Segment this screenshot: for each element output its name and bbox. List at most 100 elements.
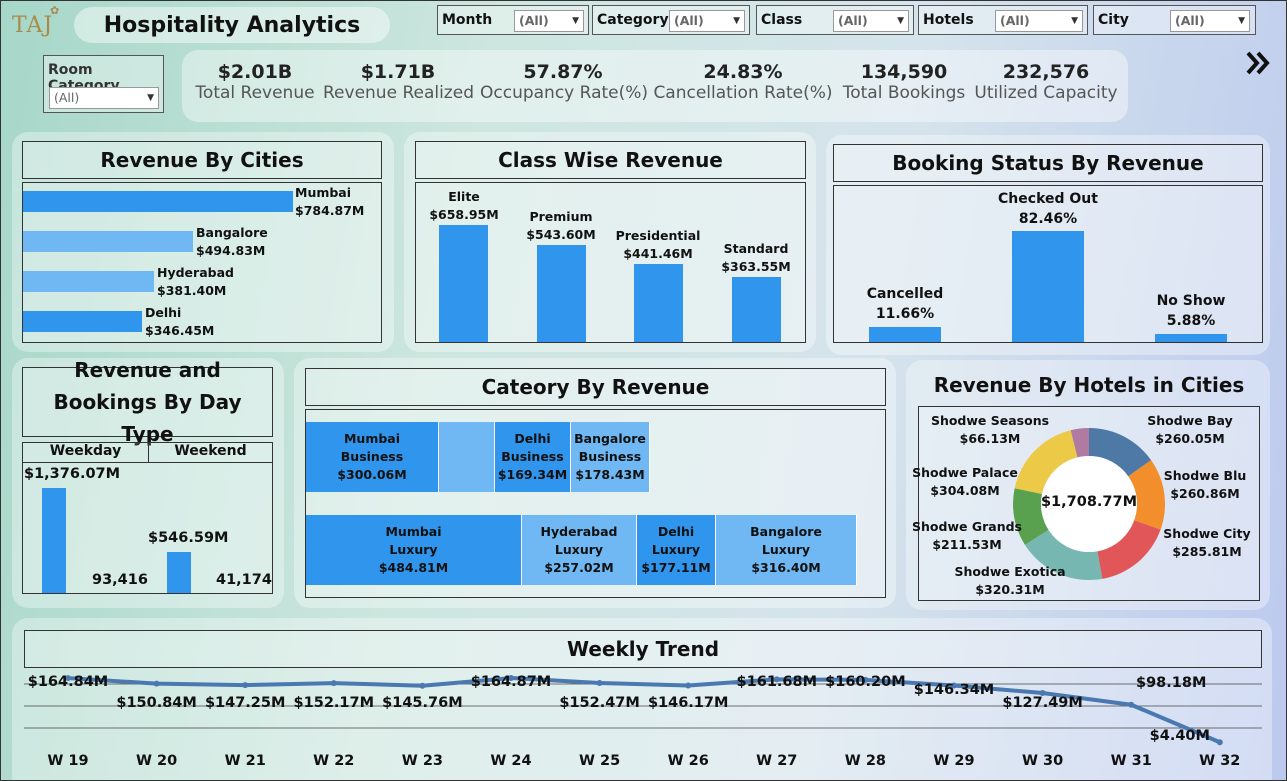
trend-value-label: $145.76M xyxy=(382,695,463,711)
page-title: Hospitality Analytics xyxy=(103,12,361,38)
trend-value-label: $152.17M xyxy=(293,695,375,711)
day-bar-weekend xyxy=(167,552,191,593)
hotel-label-grands: Shodwe Grands $211.53M xyxy=(912,519,1022,552)
trend-point xyxy=(242,682,249,689)
booking-status-title: Booking Status By Revenue xyxy=(833,144,1263,182)
trend-value-label: $147.25M xyxy=(204,695,286,711)
donut-slice-shodwe-exotica xyxy=(1024,529,1103,580)
filter-month-dropdown[interactable]: (All) ▼ xyxy=(514,10,584,32)
hotel-label-seasons: Shodwe Seasons $66.13M xyxy=(930,413,1050,446)
class-label-premium: Premium $543.60M xyxy=(526,209,596,242)
kpi-utilized-capacity: 232,576 Utilized Capacity xyxy=(974,61,1118,103)
donut-hole xyxy=(1041,456,1137,552)
filter-hotels-value: (All) xyxy=(1000,13,1030,28)
donut-center-value: $1,708.77M xyxy=(1040,494,1138,510)
chevron-down-icon: ▼ xyxy=(572,16,579,26)
class-wise-revenue-title: Class Wise Revenue xyxy=(415,141,806,179)
city-label-mumbai: Mumbai $784.87M xyxy=(295,185,365,218)
filter-month-value: (All) xyxy=(519,13,549,28)
trend-tick-label: W 32 xyxy=(1199,753,1241,769)
class-bar-elite xyxy=(439,225,488,342)
trend-value-label: $146.17M xyxy=(647,695,729,711)
trend-value-label: $127.49M xyxy=(1002,695,1083,711)
city-bar-bangalore xyxy=(23,231,193,252)
kpi-value: $2.01B xyxy=(217,61,293,83)
kpi-value: 24.83% xyxy=(703,61,783,83)
trend-tick-label: W 20 xyxy=(135,753,178,769)
filter-city-dropdown[interactable]: (All) ▼ xyxy=(1170,10,1250,32)
taj-logo: ✿ TAJ xyxy=(12,4,62,42)
trend-value-label: $152.47M xyxy=(559,695,640,711)
kpi-total-bookings: 134,590 Total Bookings xyxy=(840,61,968,103)
chevron-down-icon: ▼ xyxy=(1238,16,1245,26)
revenue-by-cities-title: Revenue By Cities xyxy=(22,141,382,179)
filter-month-label: Month xyxy=(442,12,493,28)
trend-value-label: $164.87M xyxy=(470,674,552,690)
treemap-bangalore-business: Bangalore Business $178.43M xyxy=(571,422,650,492)
treemap-hyderabad-business xyxy=(439,422,495,492)
double-chevron-right-icon[interactable] xyxy=(1243,48,1273,78)
chevron-down-icon: ▼ xyxy=(733,16,740,26)
category-title: Cateory By Revenue xyxy=(305,368,886,406)
filter-hotels: Hotels (All) ▼ xyxy=(918,5,1088,35)
filter-class-value: (All) xyxy=(838,13,868,28)
trend-tick-label: W 21 xyxy=(224,753,266,769)
trend-tick-label: W 29 xyxy=(933,753,975,769)
trend-tick-label: W 22 xyxy=(313,753,355,769)
filter-hotels-label: Hotels xyxy=(923,12,974,28)
hotel-label-palace: Shodwe Palace $304.08M xyxy=(912,465,1018,498)
trend-point xyxy=(685,682,692,689)
city-bar-delhi xyxy=(23,311,142,332)
donut-slice-shodwe-seasons xyxy=(1070,428,1089,458)
room-category-value: (All) xyxy=(54,90,80,105)
kpi-value: 57.87% xyxy=(523,61,603,83)
trend-point xyxy=(508,675,514,682)
filter-category-dropdown[interactable]: (All) ▼ xyxy=(669,10,745,32)
filter-category-label: Category xyxy=(597,12,669,28)
chevron-down-icon: ▼ xyxy=(897,16,904,26)
filter-class-dropdown[interactable]: (All) ▼ xyxy=(833,10,909,32)
kpi-revenue-realized: $1.71B Revenue Realized xyxy=(323,61,474,103)
filter-hotels-dropdown[interactable]: (All) ▼ xyxy=(995,10,1083,32)
trend-value-label: $160.20M xyxy=(825,674,906,690)
hotel-label-bay: Shodwe Bay $260.05M xyxy=(1147,413,1233,446)
kpi-value: $1.71B xyxy=(360,61,436,83)
trend-point xyxy=(65,675,71,682)
hotels-title: Revenue By Hotels in Cities xyxy=(933,373,1245,397)
day-revenue-weekend: $546.59M xyxy=(148,530,229,546)
chevron-down-icon: ▼ xyxy=(1071,16,1078,26)
donut-slice-shodwe-blu xyxy=(1128,460,1165,530)
class-bar-premium xyxy=(537,245,586,342)
trend-point xyxy=(419,682,426,689)
trend-point xyxy=(330,680,337,687)
status-bar-checked-out xyxy=(1012,231,1084,342)
status-bar-no-show xyxy=(1155,334,1227,342)
donut-slice-shodwe-bay xyxy=(1089,428,1152,477)
trend-tick-label: W 30 xyxy=(1021,753,1064,769)
status-label-cancelled: Cancelled 11.66% xyxy=(866,286,944,322)
day-type-header-weekend: Weekend xyxy=(149,443,272,463)
treemap-mumbai-luxury: Mumbai Luxury $484.81M xyxy=(306,515,522,585)
room-category-dropdown[interactable]: (All) ▼ xyxy=(49,87,159,109)
trend-tick-label: W 26 xyxy=(667,753,709,769)
treemap-mumbai-business: Mumbai Business $300.06M xyxy=(306,422,439,492)
trend-line xyxy=(67,676,1221,745)
city-bar-mumbai xyxy=(23,191,293,212)
trend-value-label: $146.34M xyxy=(913,682,995,698)
trend-tick-label: W 23 xyxy=(401,753,444,769)
trend-tick-label: W 19 xyxy=(47,753,89,769)
status-bar-cancelled xyxy=(869,327,941,342)
trend-value-label: $98.18M xyxy=(1135,675,1207,691)
kpi-label: Utilized Capacity xyxy=(974,83,1118,103)
trend-point xyxy=(1128,701,1135,708)
trend-value-label: $164.84M xyxy=(27,674,109,690)
city-label-hyderabad: Hyderabad $381.40M xyxy=(157,265,234,298)
kpi-value: 232,576 xyxy=(1002,61,1090,83)
weekly-trend-title: Weekly Trend xyxy=(24,630,1262,668)
filter-category-value: (All) xyxy=(674,13,704,28)
kpi-label: Occupancy Rate(%) xyxy=(480,83,649,103)
day-bookings-weekday: 93,416 xyxy=(92,572,148,588)
trend-point xyxy=(596,680,603,687)
kpi-occupancy-rate: 57.87% Occupancy Rate(%) xyxy=(480,61,649,103)
weekly-trend-chart xyxy=(24,675,1262,746)
